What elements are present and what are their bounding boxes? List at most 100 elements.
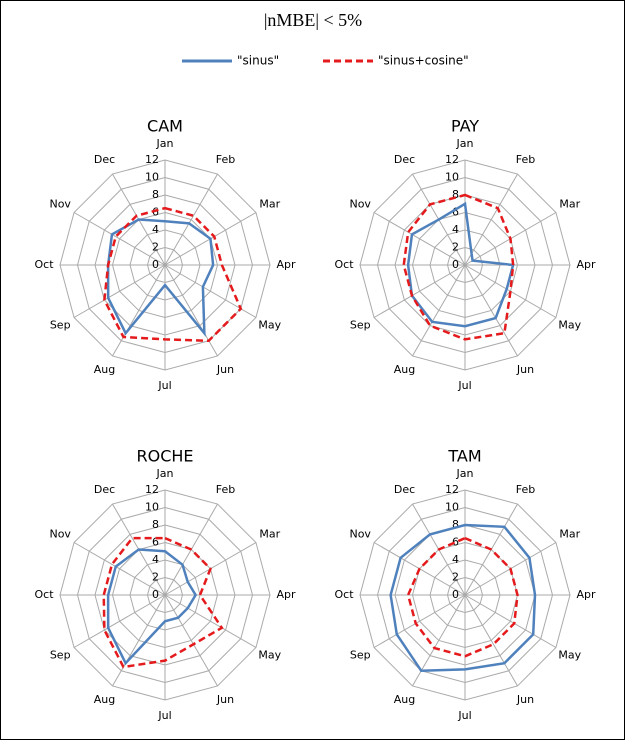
series-line	[102, 536, 224, 669]
tick-label: 6	[452, 206, 459, 219]
spoke	[373, 594, 466, 648]
category-label: Jul	[457, 709, 471, 722]
category-label: Nov	[49, 528, 71, 541]
spoke	[464, 594, 518, 687]
category-label: Sep	[350, 649, 371, 662]
category-label: Nov	[349, 528, 371, 541]
category-label: Jun	[216, 693, 234, 706]
tick-label: 4	[452, 553, 459, 566]
series-line	[402, 193, 515, 341]
category-label: Jan	[156, 467, 174, 480]
tick-label: 8	[152, 188, 159, 201]
category-label: Aug	[94, 693, 115, 706]
category-label: Feb	[516, 483, 535, 496]
category-label: Dec	[394, 483, 415, 496]
category-label: Jan	[156, 137, 174, 150]
tick-label: 12	[445, 153, 459, 166]
category-label: Jan	[456, 137, 474, 150]
category-label: Jul	[157, 379, 171, 392]
category-label: Dec	[94, 153, 115, 166]
tick-label: 2	[452, 571, 459, 584]
category-label: Jul	[157, 709, 171, 722]
tick-label: 6	[452, 536, 459, 549]
category-label: Oct	[334, 588, 354, 601]
category-label: Mar	[559, 528, 580, 541]
tick-label: 0	[452, 258, 459, 271]
category-label: Apr	[576, 258, 596, 271]
category-label: Mar	[259, 198, 280, 211]
category-label: Oct	[34, 588, 54, 601]
tick-label: 10	[145, 501, 159, 514]
spoke	[164, 173, 218, 266]
category-label: Apr	[276, 258, 296, 271]
category-label: May	[258, 319, 281, 332]
category-label: Dec	[94, 483, 115, 496]
spoke	[464, 264, 518, 357]
legend-label: "sinus"	[237, 54, 279, 68]
chart-title: CAM	[147, 117, 183, 136]
spoke	[73, 542, 166, 596]
spoke	[164, 594, 257, 648]
tick-label: 0	[152, 588, 159, 601]
tick-label: 12	[145, 153, 159, 166]
tick-label: 0	[152, 258, 159, 271]
chart-title: TAM	[447, 447, 481, 466]
category-label: Sep	[350, 319, 371, 332]
tick-label: 4	[452, 223, 459, 236]
category-label: Feb	[216, 483, 235, 496]
series-line	[406, 201, 515, 328]
category-label: May	[258, 649, 281, 662]
spoke	[112, 594, 166, 687]
tick-label: 10	[145, 171, 159, 184]
tick-label: 12	[445, 483, 459, 496]
spoke	[464, 173, 518, 266]
spoke	[412, 264, 466, 357]
category-label: Nov	[349, 198, 371, 211]
spoke	[112, 264, 166, 357]
tick-label: 2	[152, 241, 159, 254]
category-label: Jun	[216, 363, 234, 376]
tick-label: 8	[452, 518, 459, 531]
series-line	[103, 206, 243, 343]
category-label: Nov	[49, 198, 71, 211]
category-label: Sep	[50, 319, 71, 332]
chart-title: ROCHE	[136, 447, 193, 466]
series-line	[106, 548, 198, 666]
spoke	[73, 264, 166, 318]
tick-label: 8	[452, 188, 459, 201]
tick-label: 6	[152, 206, 159, 219]
category-label: Mar	[559, 198, 580, 211]
spoke	[373, 264, 466, 318]
category-label: Jul	[457, 379, 471, 392]
category-label: Aug	[394, 363, 415, 376]
spoke	[73, 212, 166, 266]
category-label: May	[558, 649, 581, 662]
spoke	[373, 212, 466, 266]
tick-label: 2	[152, 571, 159, 584]
spoke	[164, 594, 218, 687]
series-line	[389, 523, 537, 673]
category-label: Aug	[94, 363, 115, 376]
series-line	[406, 536, 519, 658]
category-label: Aug	[394, 693, 415, 706]
category-label: Jun	[516, 363, 534, 376]
category-label: Sep	[50, 649, 71, 662]
tick-label: 8	[152, 518, 159, 531]
tick-label: 10	[445, 171, 459, 184]
figure-title: |nMBE| < 5%	[264, 10, 362, 30]
category-label: Jan	[456, 467, 474, 480]
series-line	[106, 218, 215, 337]
spoke	[73, 594, 166, 648]
category-label: Jun	[516, 693, 534, 706]
tick-label: 10	[445, 501, 459, 514]
legend-label: "sinus+cosine"	[378, 54, 469, 68]
spoke	[464, 594, 557, 648]
tick-label: 0	[452, 588, 459, 601]
category-label: Feb	[216, 153, 235, 166]
tick-label: 4	[152, 553, 159, 566]
category-label: May	[558, 319, 581, 332]
category-label: Dec	[394, 153, 415, 166]
tick-label: 12	[145, 483, 159, 496]
tick-label: 2	[452, 241, 459, 254]
